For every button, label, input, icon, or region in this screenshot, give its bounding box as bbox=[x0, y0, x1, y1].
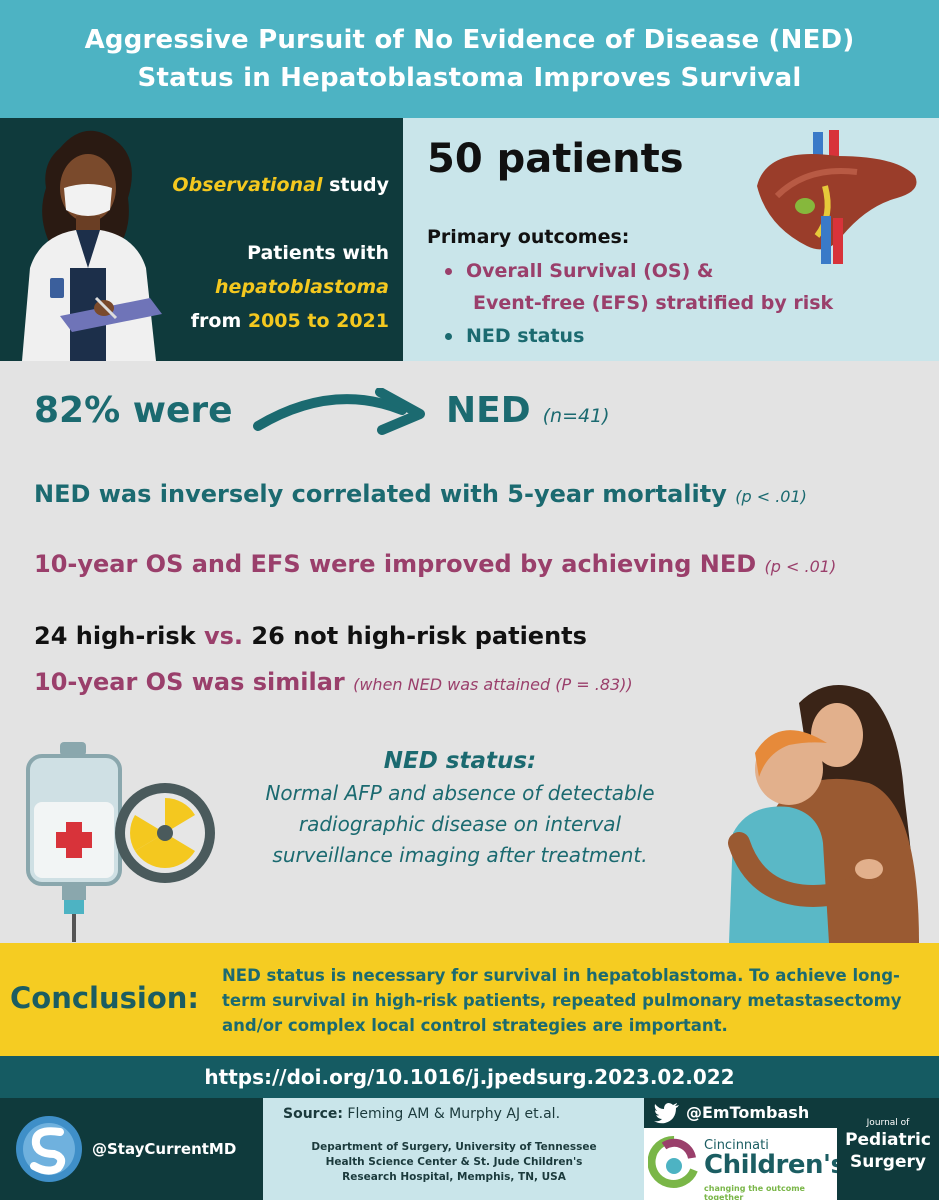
cincinnati-childrens-logo-icon bbox=[648, 1135, 698, 1188]
staycurrent-logo-icon bbox=[16, 1116, 82, 1182]
outcome-item-os: Overall Survival (OS) & bbox=[445, 260, 713, 282]
radiation-icon bbox=[115, 783, 215, 883]
ned-count: NED (n=41) bbox=[446, 390, 610, 431]
risk-groups: 24 high-risk vs. 26 not high-risk patien… bbox=[34, 622, 587, 650]
footer: @StayCurrentMD Source: Fleming AM & Murp… bbox=[0, 1098, 939, 1200]
title-line-2: Status in Hepatoblastoma Improves Surviv… bbox=[137, 63, 802, 93]
conclusion-text: NED status is necessary for survival in … bbox=[222, 966, 902, 1035]
finding-os-similar: 10-year OS was similar (when NED was att… bbox=[34, 668, 633, 696]
outcomes-panel: 50 patients Primary outcomes: Overall Su… bbox=[403, 118, 939, 361]
doctor-illustration bbox=[22, 130, 162, 361]
study-panel: Observational study Patients with hepato… bbox=[0, 118, 403, 361]
doi-link[interactable]: https://doi.org/10.1016/j.jpedsurg.2023.… bbox=[0, 1056, 939, 1098]
department-affiliation: Department of Surgery, University of Ten… bbox=[311, 1141, 597, 1183]
ned-percentage: 82% were bbox=[34, 390, 233, 431]
liver-icon bbox=[757, 130, 917, 264]
outcomes-heading: Primary outcomes: bbox=[427, 226, 630, 248]
source-citation: Source: Fleming AM & Murphy AJ et.al. bbox=[283, 1106, 561, 1122]
arrow-right-icon bbox=[253, 388, 425, 435]
bullet-icon bbox=[445, 333, 452, 340]
title-line-1: Aggressive Pursuit of No Evidence of Dis… bbox=[84, 25, 855, 55]
study-population: Patients with hepatoblastoma from 2005 t… bbox=[190, 242, 389, 332]
conclusion-panel: Conclusion: NED status is necessary for … bbox=[0, 943, 939, 1056]
patient-count: 50 patients bbox=[427, 136, 684, 182]
twitter-handle[interactable]: @EmTombash bbox=[686, 1103, 810, 1122]
conclusion-label: Conclusion: bbox=[10, 981, 199, 1015]
finding-mortality: NED was inversely correlated with 5-year… bbox=[34, 480, 807, 508]
journal-block: Journal of Pediatric Surgery bbox=[837, 1098, 939, 1200]
twitter-bar: @EmTombash bbox=[644, 1098, 837, 1128]
ned-definition-heading: NED status: bbox=[383, 748, 537, 774]
study-design: Observational study bbox=[172, 174, 389, 196]
hugging-illustration bbox=[728, 685, 919, 943]
source-block: Source: Fleming AM & Murphy AJ et.al. De… bbox=[263, 1098, 644, 1200]
outcome-item-efs: Event-free (EFS) stratified by risk bbox=[473, 292, 834, 314]
ned-definition: NED status: Normal AFP and absence of de… bbox=[240, 748, 680, 871]
bullet-icon bbox=[445, 268, 452, 275]
cincinnati-block: @EmTombash Cincinnati Children's changin… bbox=[644, 1098, 846, 1200]
staycurrent-handle[interactable]: @StayCurrentMD bbox=[92, 1140, 237, 1158]
twitter-bird-icon bbox=[654, 1103, 679, 1124]
header-banner: Aggressive Pursuit of No Evidence of Dis… bbox=[0, 0, 939, 118]
outcome-item-ned: NED status bbox=[445, 325, 584, 347]
staycurrent-block: @StayCurrentMD bbox=[0, 1098, 263, 1200]
finding-os-efs: 10-year OS and EFS were improved by achi… bbox=[34, 550, 837, 578]
